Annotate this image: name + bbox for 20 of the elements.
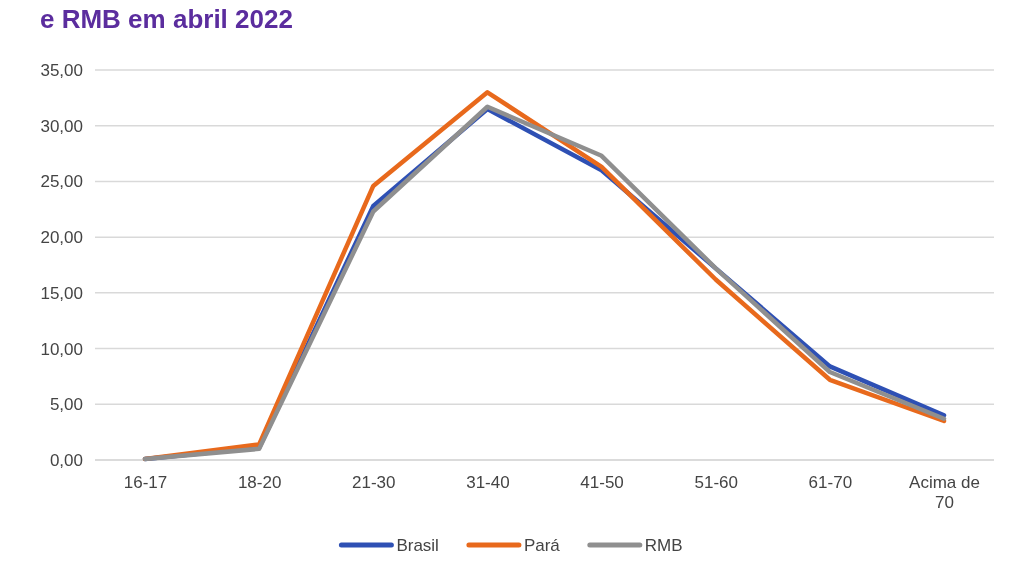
x-tick-label: 16-17 [123, 473, 168, 493]
x-tick-label: 41-50 [580, 473, 624, 493]
y-tick-label: 20,00 [40, 228, 83, 248]
y-tick-label: 10,00 [40, 339, 83, 359]
y-tick-label: 30,00 [40, 116, 83, 136]
y-tick-label: 5,00 [49, 395, 83, 415]
x-tick-label: 51-60 [694, 473, 738, 493]
legend-label: Pará [523, 536, 561, 555]
y-tick-label: 15,00 [40, 283, 83, 303]
y-tick-label: 0,00 [49, 450, 83, 470]
chart-title: e RMB em abril 2022 [40, 4, 293, 34]
x-tick-label: 18-20 [237, 473, 282, 493]
y-tick-label: 35,00 [40, 60, 83, 80]
x-tick-label: 61-70 [808, 473, 853, 493]
x-tick-label: Acima de 70 [909, 473, 980, 513]
legend-label: RMB [644, 536, 683, 555]
x-tick-label: 21-30 [352, 473, 396, 493]
legend-label: Brasil [396, 536, 439, 555]
x-tick-label: 31-40 [466, 473, 510, 493]
y-tick-label: 25,00 [40, 172, 83, 192]
